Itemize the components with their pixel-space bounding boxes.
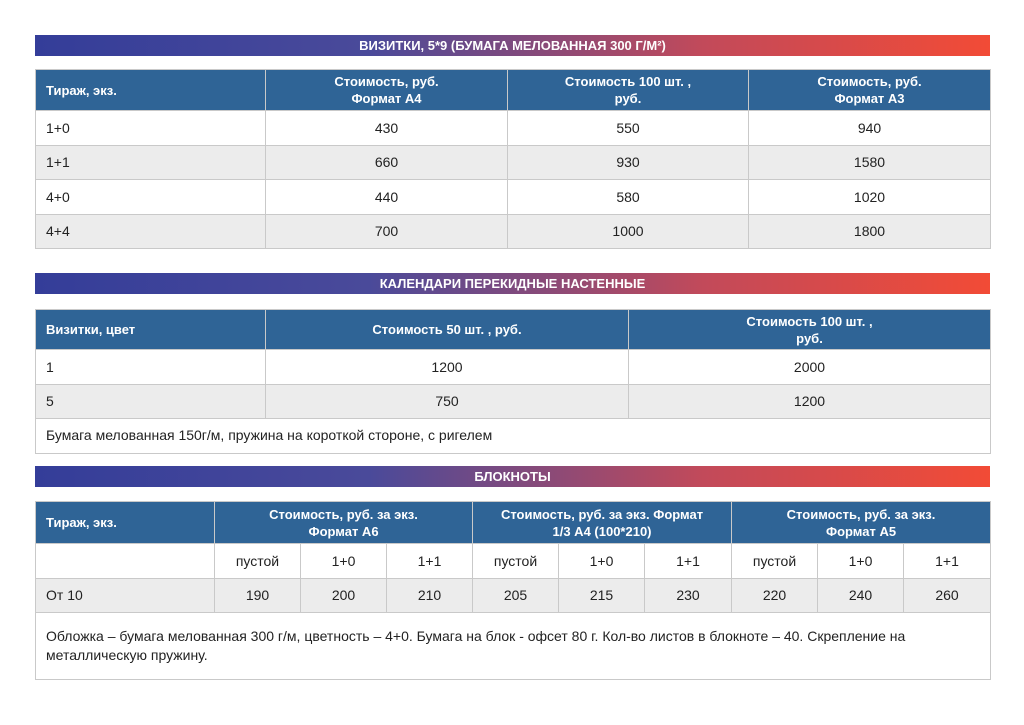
cell: 240 [817, 577, 905, 613]
cell: 580 [507, 179, 749, 215]
header-cell: Стоимость, руб. за экз. Формат 1/3 А4 (1… [472, 501, 733, 544]
cell: 1200 [628, 383, 991, 419]
cell: 205 [472, 577, 560, 613]
cell: 1+1 [903, 543, 992, 579]
empty-cell [35, 543, 215, 579]
cell: пустой [472, 543, 560, 579]
cell: 1020 [748, 179, 991, 215]
cell: 210 [385, 577, 474, 613]
notebooks-banner: БЛОКНОТЫ [35, 466, 990, 487]
cell: 1+0 [558, 543, 646, 579]
table-row: 4+4 700 1000 1800 [35, 213, 991, 249]
cell: 1+0 [300, 543, 387, 579]
cell: 1580 [748, 144, 991, 180]
header-cell: Стоимость, руб. Формат А3 [748, 69, 991, 111]
cell: От 10 [35, 577, 215, 613]
cell: 230 [644, 577, 733, 613]
cell: 750 [265, 383, 629, 419]
cell: 1800 [748, 213, 991, 249]
table-row: 1+1 660 930 1580 [35, 144, 991, 180]
cell: 1+1 [644, 543, 733, 579]
cell: 660 [265, 144, 508, 180]
cell: 190 [214, 577, 301, 613]
cell: 940 [748, 110, 991, 146]
cell: 1+0 [35, 110, 266, 146]
cell: 4+4 [35, 213, 266, 249]
cell: 220 [731, 577, 819, 613]
cell: 1200 [265, 349, 629, 385]
cell: 1000 [507, 213, 749, 249]
calendars-table: Визитки, цвет Стоимость 50 шт. , руб. Ст… [35, 309, 991, 454]
table-row: 5 750 1200 [35, 383, 991, 419]
table-row: 1+0 430 550 940 [35, 110, 991, 146]
cell: 930 [507, 144, 749, 180]
header-cell: Стоимость, руб. за экз. Формат А6 [213, 501, 474, 544]
notebooks-table: Тираж, экз. Стоимость, руб. за экз. Форм… [34, 501, 992, 680]
cell: 1 [35, 349, 266, 385]
cell: 200 [300, 577, 387, 613]
header-cell: Тираж, экз. [35, 501, 215, 544]
table-row: 1 1200 2000 [35, 349, 991, 385]
business-cards-table: Тираж, экз. Стоимость, руб. Формат А4 Ст… [35, 69, 991, 249]
cell: 550 [507, 110, 749, 146]
cell: 4+0 [35, 179, 266, 215]
subheader-row: пустой 1+0 1+1 пустой 1+0 1+1 пустой 1+0 1+1 [35, 543, 992, 579]
table-row: От 10 190 200 210 205 215 230 220 240 260 [35, 577, 992, 613]
header-cell: Стоимость, руб. Формат А4 [265, 69, 508, 111]
cell: 5 [35, 383, 266, 419]
cell: пустой [731, 543, 819, 579]
cell: 1+1 [35, 144, 266, 180]
header-cell: Визитки, цвет [35, 309, 266, 350]
calendars-note: Бумага мелованная 150г/м, пружина на кор… [35, 418, 991, 454]
cell: 2000 [628, 349, 991, 385]
cell: 215 [558, 577, 646, 613]
cell: 1+0 [817, 543, 905, 579]
header-cell: Тираж, экз. [35, 69, 266, 111]
notebooks-note: Обложка – бумага мелованная 300 г/м, цве… [34, 612, 992, 680]
header-cell: Стоимость, руб. за экз. Формат А5 [731, 501, 992, 544]
cell: 430 [265, 110, 508, 146]
cell: 260 [903, 577, 992, 613]
header-cell: Стоимость 50 шт. , руб. [265, 309, 629, 350]
header-cell: Стоимость 100 шт. , руб. [628, 309, 991, 350]
calendars-banner: КАЛЕНДАРИ ПЕРЕКИДНЫЕ НАСТЕННЫЕ [35, 273, 990, 294]
cell: 1+1 [385, 543, 474, 579]
cell: пустой [214, 543, 301, 579]
cell: 440 [265, 179, 508, 215]
cell: 700 [265, 213, 508, 249]
table-row: 4+0 440 580 1020 [35, 179, 991, 215]
header-cell: Стоимость 100 шт. , руб. [507, 69, 749, 111]
business-cards-banner: ВИЗИТКИ, 5*9 (БУМАГА МЕЛОВАННАЯ 300 Г/М²… [35, 35, 990, 56]
